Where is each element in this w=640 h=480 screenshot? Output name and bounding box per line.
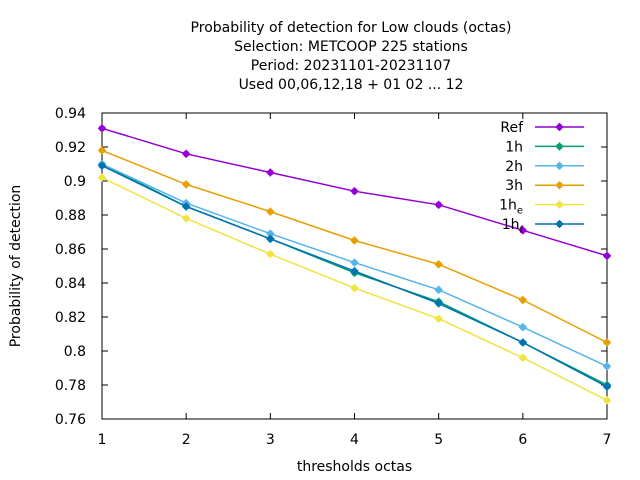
data-point bbox=[518, 296, 527, 304]
legend-swatch-marker bbox=[555, 123, 564, 131]
legend-label-name: 2h bbox=[505, 159, 523, 175]
data-point bbox=[603, 338, 611, 347]
legend-swatch-marker bbox=[555, 200, 564, 209]
data-point bbox=[603, 396, 611, 405]
x-tick-label: 6 bbox=[518, 432, 527, 448]
data-point bbox=[266, 250, 275, 259]
data-point bbox=[518, 226, 527, 235]
series-4 bbox=[98, 146, 611, 347]
data-point bbox=[266, 234, 275, 243]
legend-entry-4: 3h bbox=[505, 178, 584, 194]
data-point bbox=[434, 200, 443, 209]
legend-swatch-marker bbox=[555, 220, 564, 228]
legend-label-name: 1h bbox=[505, 139, 523, 155]
legend-entry-1: Ref bbox=[500, 120, 584, 136]
data-point bbox=[603, 362, 611, 371]
data-point bbox=[518, 353, 527, 362]
legend-entry-2: 1h bbox=[505, 139, 584, 155]
series-group bbox=[98, 124, 611, 405]
y-tick-label: 0.78 bbox=[55, 378, 86, 394]
data-point bbox=[182, 214, 191, 223]
x-axis-label: thresholds octas bbox=[297, 459, 412, 475]
title-line-3: Period: 20231101-20231107 bbox=[251, 58, 451, 74]
y-tick-label: 0.86 bbox=[55, 242, 86, 258]
x-tick-label: 5 bbox=[434, 432, 443, 448]
legend-swatch-marker bbox=[555, 142, 564, 151]
legend-label: Ref bbox=[500, 120, 524, 136]
series-line bbox=[101, 149, 608, 344]
data-point bbox=[603, 382, 611, 391]
legend-label-name: 3h bbox=[505, 178, 523, 194]
y-tick-label: 0.9 bbox=[64, 174, 86, 190]
data-point bbox=[98, 124, 106, 133]
y-tick-label: 0.8 bbox=[64, 344, 86, 360]
legend-label-name: 1h bbox=[499, 198, 517, 214]
data-point bbox=[350, 236, 359, 245]
data-point bbox=[434, 299, 443, 308]
legend-entry-3: 2h bbox=[505, 159, 584, 175]
legend-swatch-marker bbox=[555, 161, 564, 170]
y-axis-label: Probability of detection bbox=[8, 185, 24, 348]
series-5 bbox=[98, 173, 611, 405]
axis-ticks: 0.76 0.78 0.8 0.82 0.84 0.86 0.88 0.9 0.92 0.94 1 2… bbox=[55, 106, 612, 448]
legend-label-name: Ref bbox=[500, 120, 524, 136]
data-point bbox=[98, 173, 106, 182]
data-point bbox=[518, 323, 527, 332]
legend-entry-5: 1he bbox=[499, 198, 584, 217]
y-tick-label: 0.82 bbox=[55, 310, 86, 326]
y-tick-label: 0.76 bbox=[55, 412, 86, 428]
legend-label-name: 1h bbox=[502, 217, 520, 233]
x-tick-label: 4 bbox=[350, 432, 359, 448]
title-line-4: Used 00,06,12,18 + 01 02 ... 12 bbox=[239, 77, 464, 93]
data-point bbox=[266, 168, 275, 177]
data-point bbox=[603, 251, 611, 260]
y-tick-label: 0.88 bbox=[55, 208, 86, 224]
data-point bbox=[434, 314, 443, 323]
legend-entry-6: 1hf bbox=[502, 217, 584, 236]
legend-label-subscript: f bbox=[519, 225, 523, 236]
legend-label-subscript: e bbox=[517, 206, 523, 217]
data-point bbox=[266, 207, 275, 216]
legend-label: 1he bbox=[499, 198, 523, 217]
y-tick-label: 0.92 bbox=[55, 140, 86, 156]
y-tick-label: 0.94 bbox=[55, 106, 86, 122]
data-point bbox=[518, 338, 527, 347]
title-line-2: Selection: METCOOP 225 stations bbox=[234, 39, 468, 55]
data-point bbox=[434, 285, 443, 294]
chart-title: Probability of detection for Low clouds … bbox=[191, 20, 512, 93]
data-point bbox=[434, 260, 443, 269]
data-point bbox=[182, 202, 191, 211]
data-point bbox=[182, 180, 191, 189]
legend-label: 1h bbox=[505, 139, 523, 155]
title-line-1: Probability of detection for Low clouds … bbox=[191, 20, 512, 36]
legend-label: 3h bbox=[505, 178, 523, 194]
y-tick-label: 0.84 bbox=[55, 276, 86, 292]
data-point bbox=[98, 161, 106, 170]
series-6 bbox=[98, 161, 611, 391]
x-tick-label: 7 bbox=[603, 432, 612, 448]
data-point bbox=[350, 187, 359, 196]
legend-label: 2h bbox=[505, 159, 523, 175]
legend-label: 1hf bbox=[502, 217, 524, 236]
data-point bbox=[350, 284, 359, 293]
data-point bbox=[98, 146, 106, 155]
series-1 bbox=[98, 124, 611, 260]
x-tick-label: 3 bbox=[266, 432, 275, 448]
x-tick-label: 1 bbox=[98, 432, 107, 448]
data-point bbox=[350, 258, 359, 267]
data-point bbox=[182, 149, 191, 158]
x-tick-label: 2 bbox=[182, 432, 191, 448]
data-point bbox=[350, 267, 359, 276]
legend-swatch-marker bbox=[555, 181, 564, 190]
